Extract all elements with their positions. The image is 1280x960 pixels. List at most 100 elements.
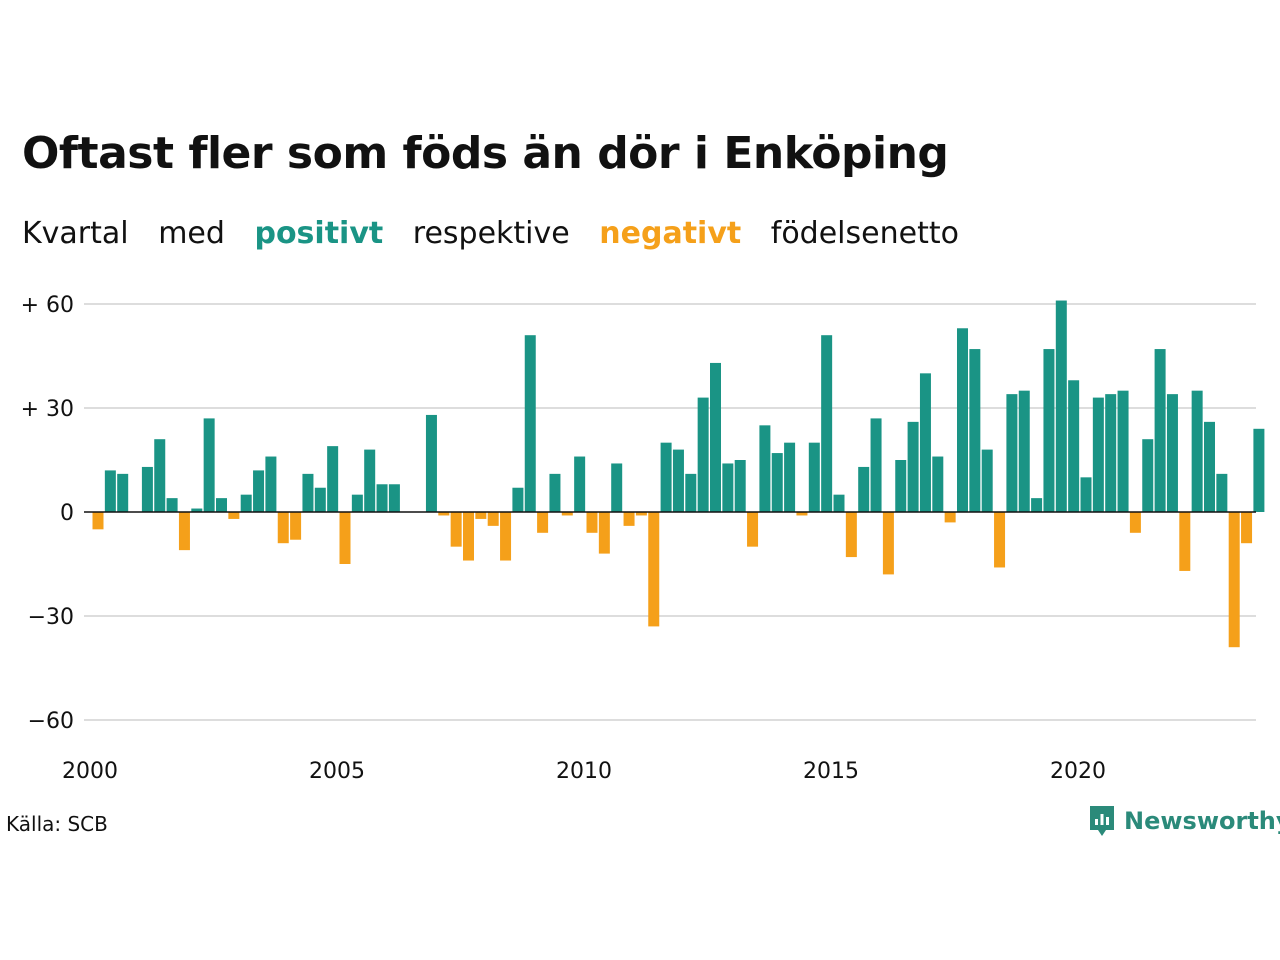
bar-positive	[574, 456, 586, 512]
bar-positive	[1166, 394, 1178, 512]
y-tick-label: + 60	[21, 293, 74, 318]
bar-positive	[253, 470, 265, 512]
bar-negative	[475, 512, 487, 519]
bar-negative	[339, 512, 351, 564]
bar-positive	[1191, 390, 1203, 512]
bar-negative	[537, 512, 549, 533]
bar-positive	[870, 418, 882, 512]
bar-negative	[228, 512, 240, 519]
bar-negative	[598, 512, 610, 554]
bar-negative	[586, 512, 598, 533]
bar-negative	[290, 512, 302, 540]
bar-positive	[216, 498, 227, 512]
bar-negative	[450, 512, 462, 547]
bar-negative	[277, 512, 289, 544]
x-tick-label: 2010	[556, 759, 612, 784]
bar-positive	[265, 456, 277, 512]
bar-negative	[635, 512, 647, 516]
bar-positive	[1018, 390, 1030, 512]
bar-positive	[524, 335, 536, 512]
bar-negative	[882, 512, 894, 575]
newsworthy-logo: Newsworthy	[1088, 804, 1280, 838]
bar-negative	[463, 512, 474, 561]
bar-positive	[1006, 394, 1018, 512]
bar-positive	[1031, 498, 1043, 512]
bar-positive	[697, 397, 709, 512]
bar-positive	[1253, 428, 1265, 512]
bar-positive	[821, 335, 833, 512]
y-tick-label: + 30	[21, 397, 74, 422]
bar-positive	[784, 442, 796, 512]
bar-negative	[796, 512, 808, 516]
bar-positive	[512, 487, 524, 512]
bar-positive	[314, 487, 326, 512]
bar-positive	[919, 373, 931, 512]
bar-positive	[710, 362, 721, 512]
bar-positive	[1154, 349, 1166, 512]
bar-negative	[438, 512, 450, 516]
bar-chart: + 60 + 30 0 −30 −60 2000 2005 2010 2015 2020	[21, 293, 1265, 784]
source-label: Källa: SCB	[6, 812, 108, 836]
bar-negative	[1241, 512, 1253, 544]
bar-positive	[166, 498, 178, 512]
bar-negative	[561, 512, 573, 516]
bar-positive	[425, 414, 437, 512]
bar-positive	[1142, 439, 1154, 512]
chart-title: Oftast fler som föds än dör i Enköping	[22, 128, 949, 179]
bar-positive	[808, 442, 820, 512]
subtitle-word: Kvartal	[22, 216, 129, 251]
bar-negative	[994, 512, 1006, 568]
bar-positive	[351, 494, 363, 512]
bar-positive	[932, 456, 944, 512]
bar-positive	[376, 484, 388, 512]
bar-positive	[154, 439, 166, 512]
bar-positive	[895, 460, 907, 512]
bar-positive	[771, 453, 783, 512]
x-tick-label: 2015	[803, 759, 859, 784]
bar-positive	[327, 446, 339, 512]
bar-positive	[549, 473, 561, 512]
bar-negative	[92, 512, 104, 530]
logo-text: Newsworthy	[1124, 807, 1280, 835]
bar-positive	[191, 508, 203, 512]
bar-positive	[302, 473, 314, 512]
bar-positive	[1043, 349, 1055, 512]
bar-positive	[981, 449, 993, 512]
bar-positive	[660, 442, 672, 512]
bar-positive	[1117, 390, 1129, 512]
x-tick-label: 2020	[1050, 759, 1106, 784]
y-tick-label: −30	[28, 605, 74, 630]
bar-positive	[833, 494, 845, 512]
bar-positive	[1204, 421, 1215, 512]
bar-positive	[734, 460, 746, 512]
bar-negative	[1228, 512, 1240, 648]
bar-positive	[672, 449, 684, 512]
bar-positive	[1055, 300, 1067, 512]
bar-positive	[1080, 477, 1092, 512]
subtitle-word: födelsenetto	[770, 216, 959, 251]
bar-negative	[178, 512, 190, 551]
bar-negative	[500, 512, 512, 561]
subtitle-word: respektive	[412, 216, 570, 251]
x-tick-label: 2000	[62, 759, 118, 784]
chart-subtitle: Kvartal med positivt respektive negativt…	[22, 216, 979, 251]
bars	[92, 300, 1265, 648]
bar-positive	[141, 466, 153, 512]
subtitle-positive-label: positivt	[254, 216, 384, 251]
bar-positive	[388, 484, 400, 512]
bar-positive	[364, 449, 376, 512]
bar-negative	[1129, 512, 1141, 533]
subtitle-negative-label: negativt	[599, 216, 742, 251]
y-tick-label: 0	[60, 501, 74, 526]
bar-positive	[1216, 473, 1228, 512]
bar-positive	[1092, 397, 1104, 512]
bar-positive	[1105, 394, 1117, 512]
bar-negative	[623, 512, 635, 526]
x-tick-label: 2005	[309, 759, 365, 784]
bar-positive	[759, 425, 771, 512]
bar-positive	[611, 463, 623, 512]
bar-negative	[944, 512, 956, 523]
x-tick-labels: 2000 2005 2010 2015 2020	[62, 759, 1106, 784]
bar-positive	[957, 328, 968, 512]
y-tick-label: −60	[28, 709, 74, 734]
